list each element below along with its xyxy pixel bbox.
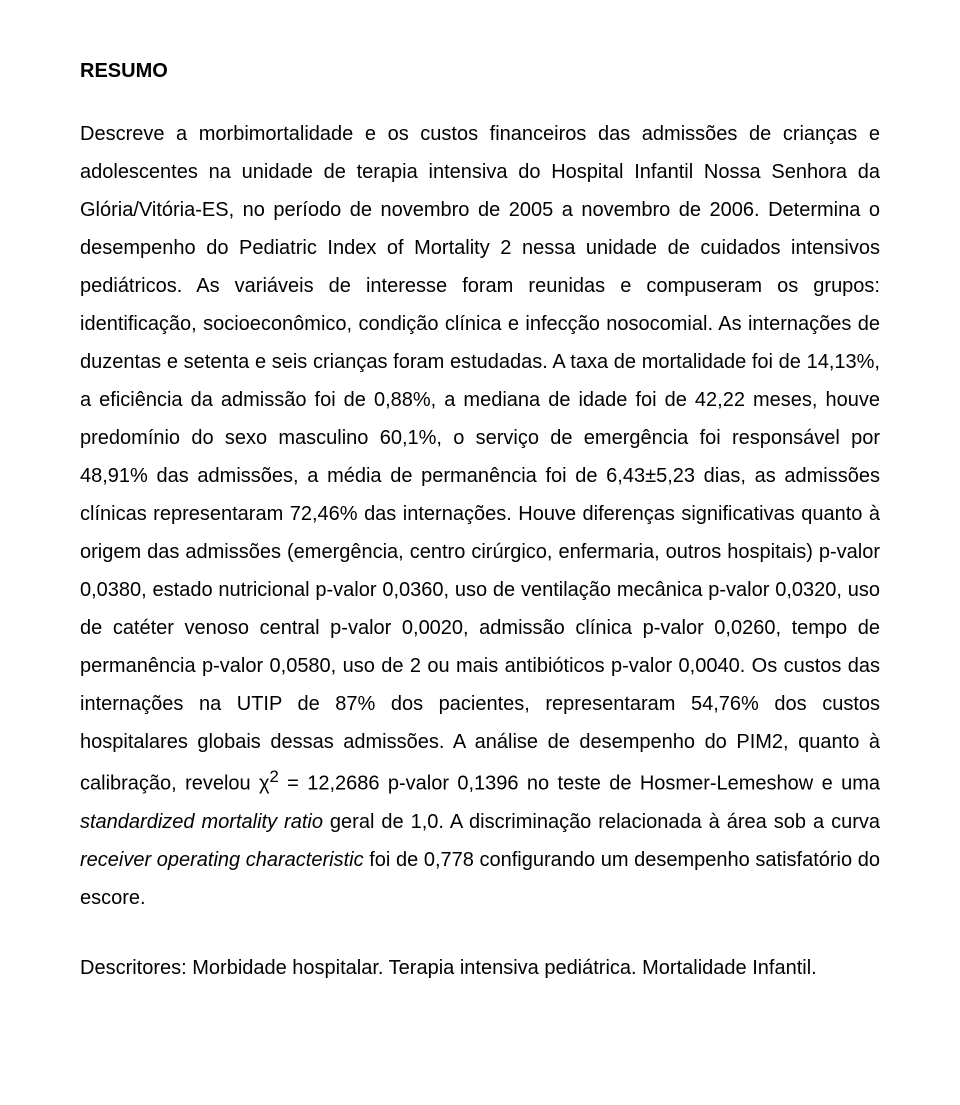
body-part-b: = 12,2686 p-valor 0,1396 no teste de Hos…	[279, 773, 880, 795]
italic-smr: standardized mortality ratio	[80, 811, 323, 833]
descriptors-line: Descritores: Morbidade hospitalar. Terap…	[80, 949, 880, 987]
italic-roc: receiver operating characteristic	[80, 849, 364, 871]
chi-squared-sup: 2	[270, 767, 279, 786]
resumo-body: Descreve a morbimortalidade e os custos …	[80, 115, 880, 917]
resumo-title: RESUMO	[80, 60, 880, 83]
body-part-c: geral de 1,0. A discriminação relacionad…	[323, 811, 880, 833]
body-part-a: Descreve a morbimortalidade e os custos …	[80, 123, 880, 795]
